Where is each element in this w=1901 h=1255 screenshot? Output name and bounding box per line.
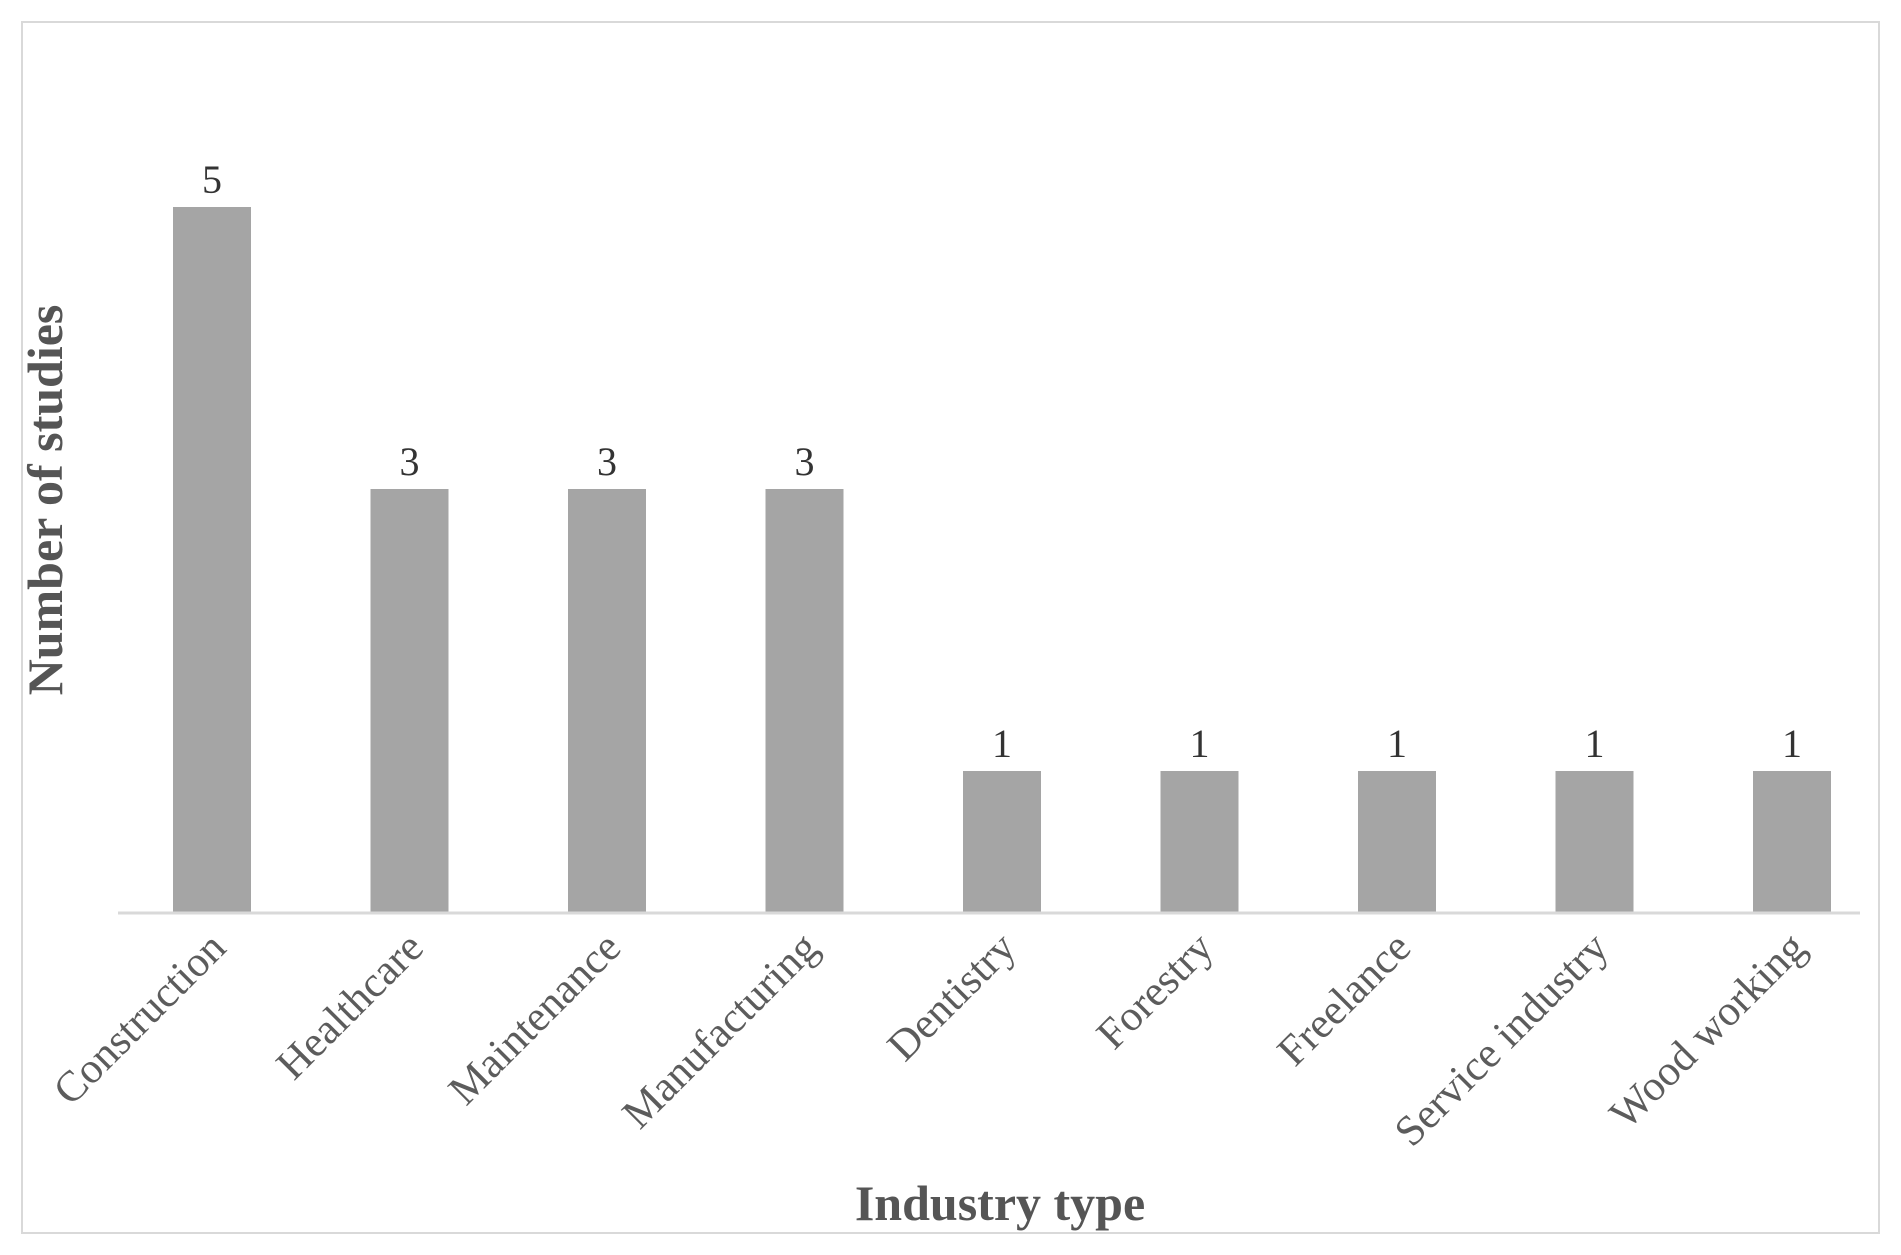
bar-freelance (1358, 771, 1436, 912)
bar-manufacturing (765, 489, 844, 912)
value-label-healthcare: 3 (400, 439, 420, 484)
value-labels: 5 3 3 3 1 1 1 1 1 (202, 157, 1802, 766)
bar-healthcare (370, 489, 449, 912)
bar-dentistry (963, 771, 1041, 912)
value-label-dentistry: 1 (992, 721, 1012, 766)
value-label-construction: 5 (202, 157, 222, 202)
y-axis-title: Number of studies (17, 305, 73, 696)
bar-wood-working (1753, 771, 1831, 912)
value-label-maintenance: 3 (597, 439, 617, 484)
value-label-forestry: 1 (1190, 721, 1210, 766)
x-axis-title: Industry type (855, 1175, 1145, 1231)
bar-forestry (1160, 771, 1239, 912)
bar-construction (173, 207, 251, 912)
value-label-service-industry: 1 (1585, 721, 1605, 766)
bars (173, 207, 1831, 912)
value-label-freelance: 1 (1387, 721, 1407, 766)
value-label-wood-working: 1 (1782, 721, 1802, 766)
bar-service-industry (1555, 771, 1634, 912)
value-label-manufacturing: 3 (795, 439, 815, 484)
chart-border (21, 21, 1880, 1234)
bar-maintenance (568, 489, 646, 912)
